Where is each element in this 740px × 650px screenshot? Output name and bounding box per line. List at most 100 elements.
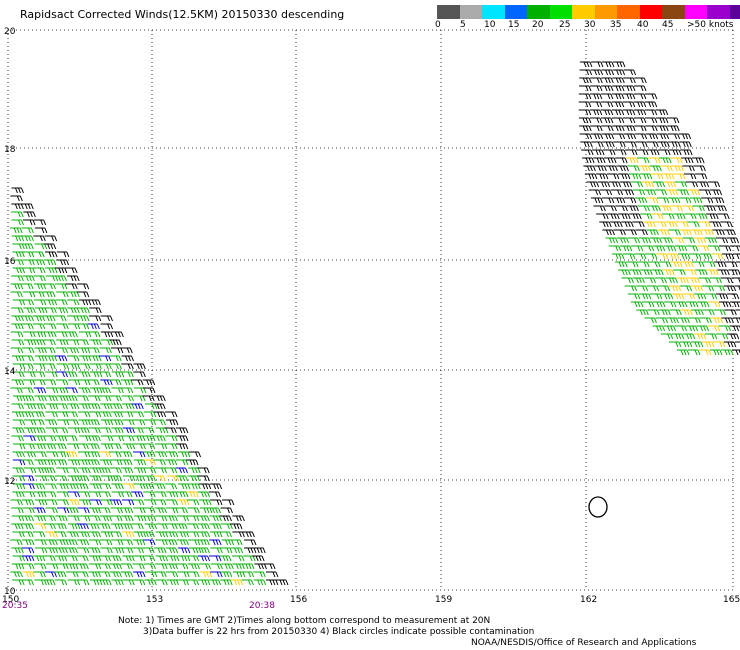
wind-barb [579,125,592,132]
wind-barb [615,157,628,164]
wind-barb [22,507,35,514]
wind-barb [210,563,223,570]
wind-barb [131,403,144,410]
wind-barb [45,387,59,394]
wind-barb [144,523,157,530]
colorbar-swatch [684,5,707,19]
wind-barb [98,491,112,498]
wind-barb [11,379,25,386]
wind-barb [55,387,69,394]
wind-barb [669,149,682,156]
wind-barb [591,141,604,148]
wind-barb [619,181,633,188]
wind-barb [65,563,79,570]
wind-barb [89,475,102,482]
wind-barb [100,547,113,554]
wind-barb [622,101,636,108]
wind-barb [604,157,617,164]
wind-barb [133,483,146,490]
wind-barb [634,197,648,204]
wind-barb [22,563,35,570]
wind-barb [600,101,614,108]
wind-barb [649,165,662,172]
wind-barb [133,443,146,450]
colorbar-label: 40 [637,20,649,30]
wind-barb [677,349,690,356]
wind-barb [638,165,651,172]
wind-barb [65,267,78,274]
wind-barbs [10,61,740,586]
wind-barb [98,395,112,402]
wind-barb [12,355,25,362]
wind-barb [44,483,57,490]
time-label: 20:35 [2,601,28,611]
wind-barb [696,301,710,308]
wind-barb [153,395,166,402]
wind-barb [623,77,636,84]
wind-barb [155,563,168,570]
wind-barb [45,395,58,402]
wind-barb [612,85,625,92]
wind-barb [601,197,615,204]
wind-barb [681,205,694,212]
wind-barb [45,547,59,554]
wind-barb [624,285,638,292]
lat-tick-label: 10 [4,587,16,597]
wind-barb [219,531,232,538]
wind-barb [132,579,146,586]
wind-barb [659,205,672,212]
wind-barb [660,333,674,340]
wind-barb [593,157,606,164]
wind-barb [698,277,711,284]
wind-barb [33,387,47,394]
wind-barb [617,173,631,180]
wind-barb [651,213,664,220]
wind-barb [109,379,122,386]
wind-barb [11,275,24,282]
wind-barb [673,213,686,220]
wind-barb [56,563,69,570]
wind-barb [153,483,166,490]
wind-barb [596,213,609,220]
wind-barb [67,379,81,386]
wind-barb [78,331,92,338]
wind-barb [122,531,135,538]
wind-barb [66,339,80,346]
wind-barb [12,443,26,450]
wind-barb [65,283,78,290]
wind-barb [23,467,37,474]
wind-barb [732,253,740,260]
wind-barb [594,165,607,172]
wind-barb [65,555,78,562]
wind-barb [88,435,101,442]
wind-barb [11,203,24,210]
wind-barb [88,395,101,402]
wind-barb [55,515,68,522]
wind-barb [177,451,191,458]
colorbar-swatch [549,5,572,19]
wind-barb [625,149,638,156]
wind-barb [717,213,730,220]
wind-barb [662,269,675,276]
wind-barb [21,203,34,210]
wind-barb [34,547,48,554]
wind-barb [197,579,211,586]
wind-barb [634,77,647,84]
wind-barb [714,261,727,268]
wind-barb [654,277,667,284]
wind-barb [122,483,135,490]
wind-barb [644,253,658,260]
wind-barb [154,491,167,498]
wind-barb [655,117,669,124]
wind-barb [10,283,24,290]
wind-barb [133,387,147,394]
wind-barb [43,347,56,354]
wind-barb [120,387,134,394]
wind-barb [219,555,232,562]
wind-barb [11,435,24,442]
wind-barb [729,301,740,308]
wind-barb [219,547,233,554]
wind-barb [67,459,81,466]
wind-barb [21,235,34,242]
wind-barb [231,555,245,562]
